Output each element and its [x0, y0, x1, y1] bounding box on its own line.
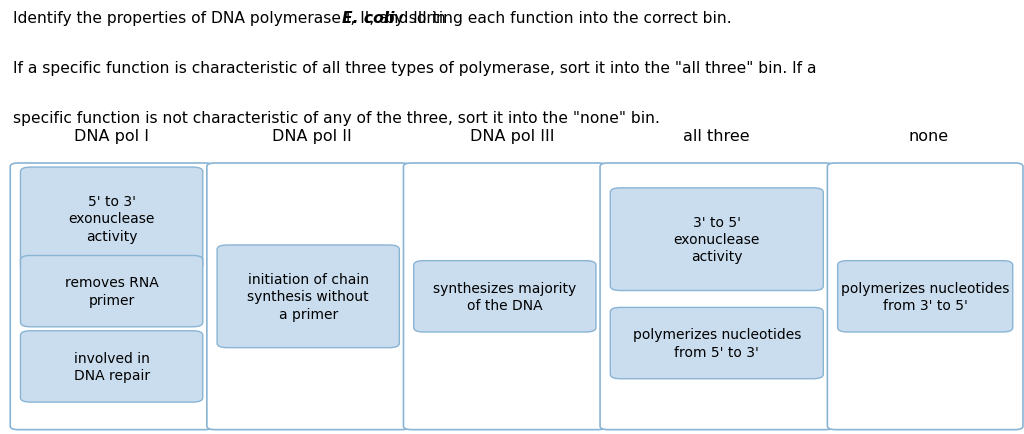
Text: 3' to 5'
exonuclease
activity: 3' to 5' exonuclease activity: [674, 215, 760, 264]
Text: all three: all three: [683, 128, 751, 143]
FancyBboxPatch shape: [838, 261, 1013, 332]
Text: polymerizes nucleotides
from 5' to 3': polymerizes nucleotides from 5' to 3': [633, 328, 801, 359]
FancyBboxPatch shape: [20, 256, 203, 327]
Text: by sorting each function into the correct bin.: by sorting each function into the correc…: [380, 11, 732, 26]
FancyBboxPatch shape: [600, 164, 834, 430]
Text: synthesizes majority
of the DNA: synthesizes majority of the DNA: [433, 281, 577, 312]
FancyBboxPatch shape: [217, 246, 399, 348]
FancyBboxPatch shape: [10, 164, 213, 430]
Text: initiation of chain
synthesis without
a primer: initiation of chain synthesis without a …: [248, 273, 369, 321]
Text: specific function is not characteristic of any of the three, sort it into the "n: specific function is not characteristic …: [13, 111, 660, 125]
Text: removes RNA
primer: removes RNA primer: [65, 276, 159, 307]
FancyBboxPatch shape: [414, 261, 596, 332]
Text: polymerizes nucleotides
from 3' to 5': polymerizes nucleotides from 3' to 5': [841, 281, 1010, 312]
Text: DNA pol II: DNA pol II: [272, 128, 352, 143]
FancyBboxPatch shape: [207, 164, 410, 430]
Text: none: none: [908, 128, 949, 143]
Text: E. coli: E. coli: [342, 11, 394, 26]
Text: If a specific function is characteristic of all three types of polymerase, sort : If a specific function is characteristic…: [13, 61, 817, 76]
FancyBboxPatch shape: [827, 164, 1023, 430]
FancyBboxPatch shape: [20, 168, 203, 270]
Text: DNA pol I: DNA pol I: [74, 128, 150, 143]
FancyBboxPatch shape: [403, 164, 606, 430]
Text: involved in
DNA repair: involved in DNA repair: [74, 351, 150, 382]
Text: Identify the properties of DNA polymerase I, II, and III in: Identify the properties of DNA polymeras…: [13, 11, 451, 26]
Text: DNA pol III: DNA pol III: [470, 128, 554, 143]
FancyBboxPatch shape: [610, 188, 823, 291]
Text: 5' to 3'
exonuclease
activity: 5' to 3' exonuclease activity: [69, 195, 155, 243]
FancyBboxPatch shape: [20, 331, 203, 402]
FancyBboxPatch shape: [610, 308, 823, 379]
